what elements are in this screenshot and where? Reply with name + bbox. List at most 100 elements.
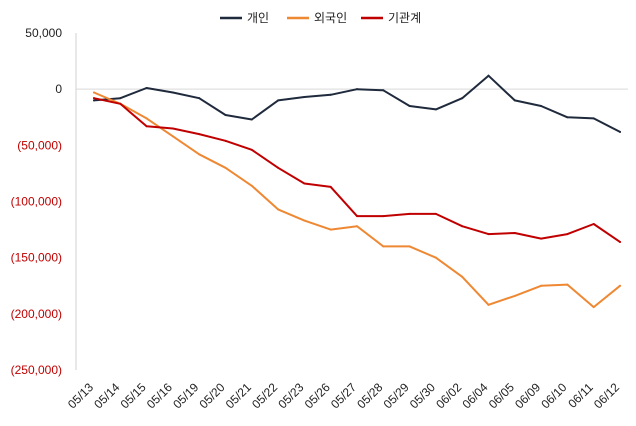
data-point	[408, 245, 411, 248]
x-tick-label: 06/12	[591, 380, 622, 411]
data-point	[93, 99, 95, 102]
data-point	[540, 284, 543, 287]
data-point	[461, 225, 464, 228]
data-point	[145, 125, 148, 128]
x-tick-label: 05/30	[407, 380, 438, 411]
x-tick-label: 05/23	[275, 380, 306, 411]
data-point	[356, 215, 358, 218]
data-point	[382, 245, 385, 248]
data-point	[171, 135, 174, 138]
data-point	[566, 283, 569, 286]
data-point	[619, 130, 621, 133]
data-point	[119, 97, 122, 100]
x-tick-label: 05/16	[144, 380, 175, 411]
data-point	[329, 93, 332, 96]
x-tick-label: 06/10	[538, 380, 569, 411]
y-tick-label: (100,000)	[11, 195, 62, 209]
data-point	[198, 97, 201, 100]
x-tick-label: 05/15	[118, 380, 149, 411]
series-lines	[93, 74, 621, 309]
series-line-0	[93, 74, 621, 133]
legend: 개인 외국인 기관계	[220, 11, 421, 25]
data-point	[592, 222, 595, 225]
data-point	[303, 96, 306, 99]
data-point	[250, 118, 253, 121]
data-point	[408, 212, 411, 215]
x-tick-label: 05/14	[91, 380, 122, 411]
data-point	[382, 89, 385, 92]
data-point	[303, 219, 306, 222]
data-point	[224, 166, 227, 169]
x-tick-label: 06/09	[512, 380, 543, 411]
data-point	[93, 97, 95, 100]
data-point	[513, 99, 516, 102]
x-tick-label: 05/21	[223, 380, 254, 411]
data-point	[145, 117, 148, 120]
data-point	[356, 225, 358, 228]
data-point	[119, 102, 122, 105]
x-tick-label: 06/04	[459, 380, 490, 411]
x-tick-label: 06/05	[486, 380, 517, 411]
data-point	[461, 97, 464, 100]
data-point	[303, 182, 306, 185]
x-tick-label: 05/19	[170, 380, 201, 411]
x-axis: 05/1305/1405/1505/1605/1905/2005/2105/22…	[65, 380, 622, 411]
data-point	[93, 91, 95, 94]
data-point	[171, 127, 174, 130]
legend-label-2: 기관계	[388, 11, 421, 25]
y-axis: 50,000 0 (50,000) (100,000) (150,000) (200,00…	[11, 26, 628, 377]
data-point	[540, 105, 543, 108]
series-line-1	[93, 91, 621, 309]
data-point	[198, 133, 201, 136]
data-point	[224, 139, 227, 142]
data-point	[487, 303, 490, 306]
x-tick-label: 06/02	[433, 380, 464, 411]
data-point	[145, 87, 148, 90]
data-point	[619, 240, 621, 243]
data-point	[408, 105, 411, 108]
data-point	[592, 306, 595, 309]
data-point	[356, 88, 358, 91]
x-tick-label: 05/28	[354, 380, 385, 411]
x-tick-label: 05/13	[65, 380, 96, 411]
data-point	[329, 228, 332, 231]
data-point	[277, 99, 280, 102]
data-point	[487, 74, 490, 77]
data-point	[250, 148, 253, 151]
data-point	[566, 233, 569, 236]
y-tick-label: 0	[55, 82, 62, 96]
data-point	[566, 116, 569, 119]
y-tick-label: 50,000	[25, 26, 62, 40]
data-point	[434, 256, 437, 259]
x-tick-label: 05/27	[328, 380, 359, 411]
y-tick-label: (200,000)	[11, 307, 62, 321]
data-point	[250, 184, 253, 187]
series-line-2	[93, 97, 621, 243]
legend-label-1: 외국인	[314, 11, 347, 25]
y-tick-label: (250,000)	[11, 363, 62, 377]
data-point	[277, 166, 280, 169]
legend-label-0: 개인	[247, 11, 269, 25]
data-point	[329, 185, 332, 188]
data-point	[513, 294, 516, 297]
data-point	[277, 208, 280, 211]
data-point	[461, 275, 464, 278]
x-tick-label: 05/26	[302, 380, 333, 411]
x-tick-label: 05/29	[381, 380, 412, 411]
data-point	[382, 215, 385, 218]
data-point	[171, 91, 174, 94]
data-point	[513, 231, 516, 234]
data-point	[487, 233, 490, 236]
data-point	[619, 284, 621, 287]
data-point	[198, 153, 201, 156]
data-point	[434, 108, 437, 111]
data-point	[540, 237, 543, 240]
x-tick-label: 06/11	[565, 380, 596, 411]
data-point	[592, 117, 595, 120]
x-tick-label: 05/20	[196, 380, 227, 411]
y-tick-label: (150,000)	[11, 251, 62, 265]
y-tick-label: (50,000)	[17, 138, 62, 152]
data-point	[224, 114, 227, 117]
x-tick-label: 05/22	[249, 380, 280, 411]
